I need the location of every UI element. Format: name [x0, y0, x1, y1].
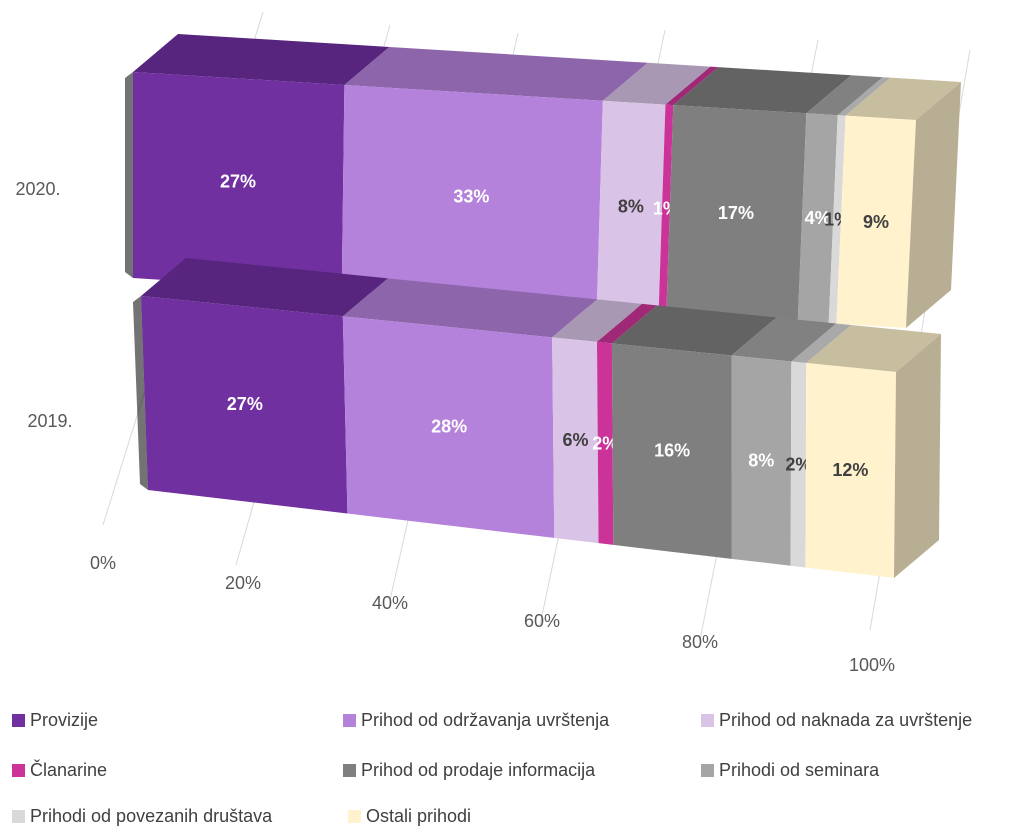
bar-top-face: [837, 77, 891, 116]
legend-item: Prihod od održavanja uvrštenja: [343, 710, 609, 731]
legend-label: Prihodi od seminara: [719, 760, 880, 780]
data-label: 12%: [832, 460, 868, 480]
legend-item: Prihodi od seminara: [701, 760, 879, 781]
bar-top-face: [596, 303, 657, 344]
bar-segment: [596, 100, 666, 312]
data-label: 33%: [453, 186, 489, 206]
data-label: 2%: [785, 454, 811, 474]
bar-top-face: [845, 77, 961, 120]
bar-segment: [341, 84, 603, 309]
bar-segment: [596, 341, 614, 545]
legend-swatch: [12, 764, 25, 777]
x-tick-label: 40%: [372, 593, 408, 613]
category-label: 2020.: [15, 179, 60, 199]
legend-label: Prihod od naknada za uvrštenje: [719, 710, 973, 730]
legend-label: Ostali prihodi: [366, 806, 472, 826]
legend-item: Prihodi od povezanih društava: [12, 806, 272, 827]
bar-top-face: [806, 75, 883, 116]
bar-segment: [611, 343, 732, 559]
legend-swatch: [348, 810, 361, 823]
bar-segment: [666, 105, 807, 322]
legend-item: Prihod od prodaje informacija: [343, 760, 595, 781]
legend-label: Provizije: [30, 710, 99, 730]
bar-shadow: [125, 72, 133, 278]
bar-top-face: [665, 66, 719, 106]
bar-top-face: [141, 258, 388, 317]
bar-top-face: [133, 34, 390, 85]
bar-top-face: [344, 46, 648, 101]
legend-swatch: [343, 714, 356, 727]
legend-swatch: [12, 714, 25, 727]
chart-canvas: 27%33%8% 1% 17% 4%1% 9%27%28%6% 2% 16% 8% 2% 12% …: [15, 11, 971, 675]
bar-top-face: [611, 305, 777, 356]
bar-top-face: [342, 278, 598, 338]
bar-segment: [133, 72, 345, 292]
bar-top-face: [806, 324, 941, 372]
legend: Provizije Prihod od održavanja uvrštenja P…: [12, 700, 1007, 827]
data-label: 28%: [431, 416, 467, 436]
bar-segment: [141, 296, 348, 514]
category-label: 2019.: [27, 411, 72, 431]
data-label: 17%: [718, 203, 754, 223]
bar-top-face: [552, 299, 642, 342]
data-label: 27%: [220, 172, 256, 192]
bars: 27%33%8% 1% 17% 4%1% 9%27%28%6% 2% 16% 8% 2% 12%: [125, 34, 961, 578]
legend-label: Prihodi od povezanih društava: [30, 806, 273, 826]
x-tick-label: 100%: [849, 655, 895, 675]
bar-side-face: [906, 82, 961, 328]
bar-shadow: [133, 296, 148, 490]
legend-item: Prihod od naknada za uvrštenje: [701, 710, 972, 731]
data-label: 27%: [227, 394, 263, 414]
bar-segment: [790, 361, 807, 568]
bar-segment: [342, 316, 555, 538]
legend-label: Prihod od održavanja uvrštenja: [361, 710, 610, 730]
x-tick-label: 0%: [90, 553, 116, 573]
bar-top-face: [602, 62, 711, 105]
legend-swatch: [701, 764, 714, 777]
x-tick-label: 60%: [524, 611, 560, 631]
x-axis-ticks: 0% 20% 40% 60% 80% 100%: [90, 553, 895, 675]
x-tick-label: 20%: [225, 573, 261, 593]
bar-top-face: [731, 317, 837, 362]
bar-segment: [658, 104, 674, 313]
legend-item: Članarine: [12, 760, 107, 781]
data-label: 8%: [618, 196, 644, 216]
legend-label: Članarine: [30, 760, 108, 780]
legend-item: Provizije: [12, 710, 98, 731]
legend-swatch: [701, 714, 714, 727]
x-tick-label: 80%: [682, 632, 718, 652]
legend-label: Prihod od prodaje informacija: [361, 760, 596, 780]
bar-segment: [828, 115, 846, 324]
legend-swatch: [343, 764, 356, 777]
bar-segment: [836, 115, 916, 329]
bar-segment: [731, 355, 792, 566]
bar-top-face: [791, 323, 852, 363]
bar-side-face: [894, 334, 941, 578]
data-label: 9%: [863, 212, 889, 232]
data-label: 4%: [805, 208, 831, 228]
bar-segment: [805, 362, 896, 578]
legend-item: Ostali prihodi: [348, 806, 471, 827]
data-label: 2%: [592, 433, 618, 453]
bar-segment: [797, 113, 838, 323]
data-label: 8%: [748, 450, 774, 470]
data-label: 6%: [562, 430, 588, 450]
category-labels: 2020. 2019.: [15, 179, 72, 431]
data-label: 16%: [654, 441, 690, 461]
bar-top-face: [673, 67, 852, 114]
bar-segment: [552, 337, 599, 544]
legend-swatch: [12, 810, 25, 823]
